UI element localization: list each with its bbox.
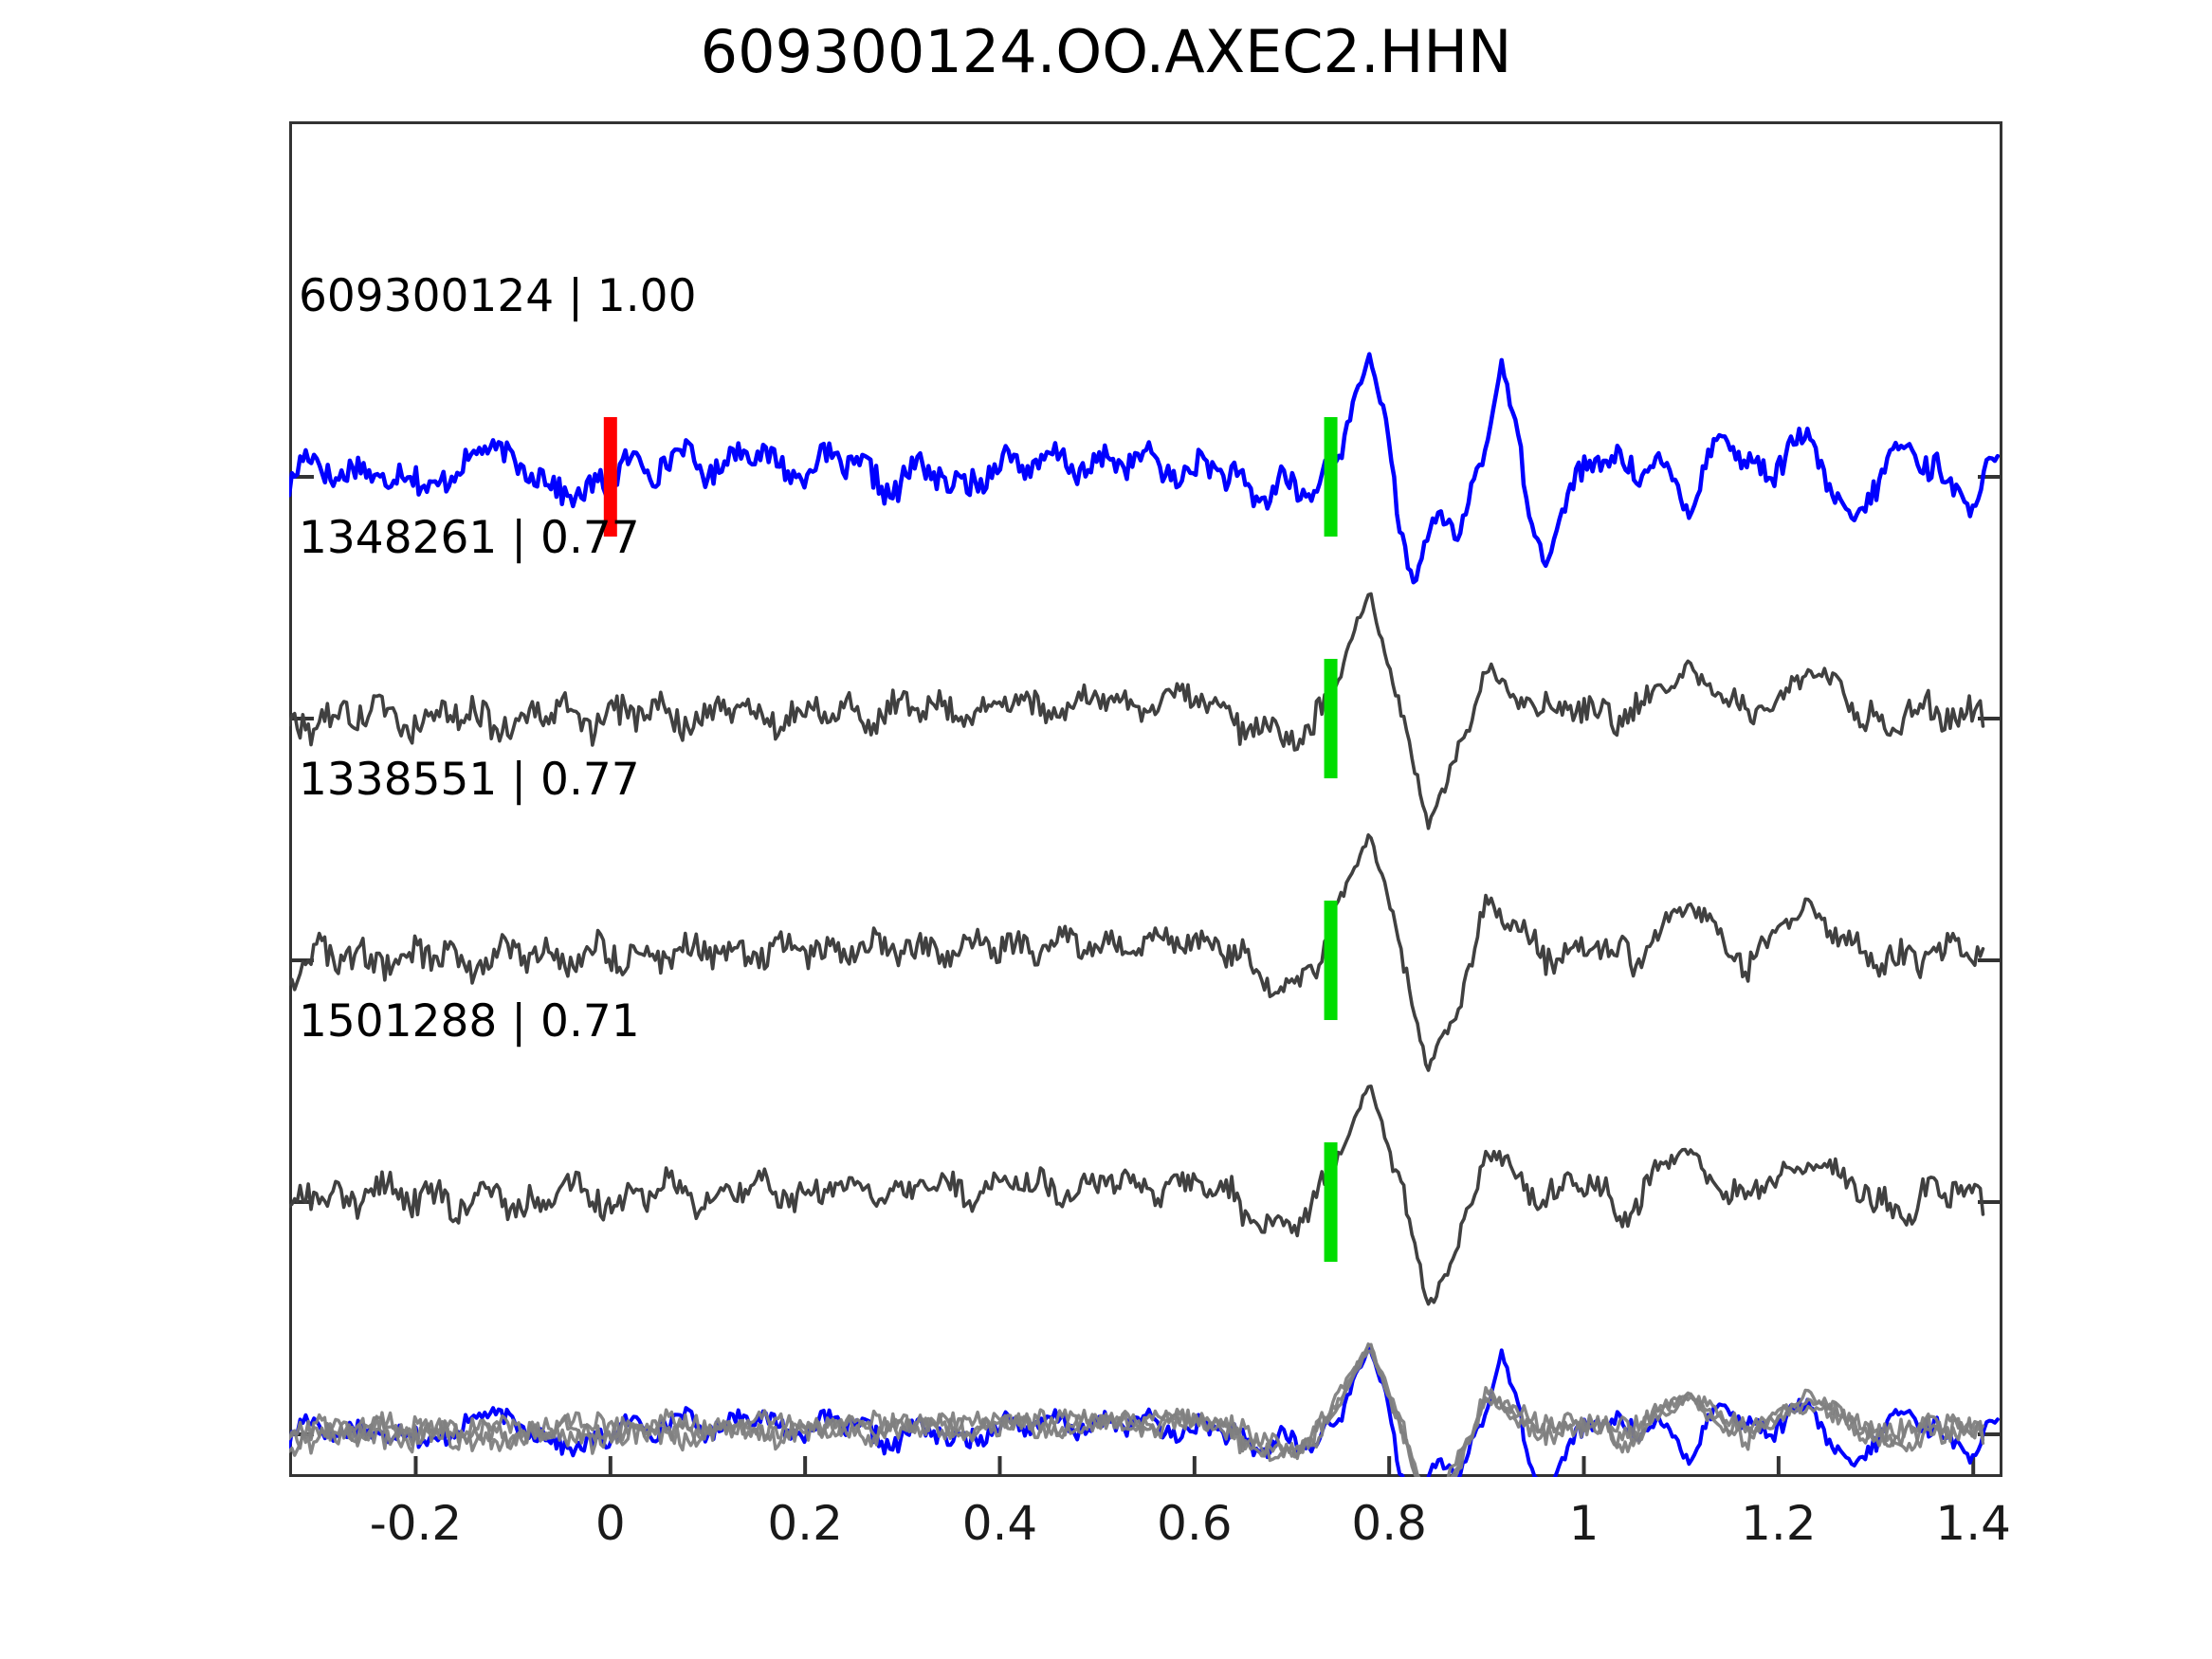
pick-markers <box>603 417 1338 1262</box>
trace-label-1338551: 1338551 | 0.77 <box>299 754 640 806</box>
trace-1348261 <box>289 592 1985 830</box>
x-tick-label-0: 0 <box>594 1496 626 1551</box>
overlay-trace-1501288 <box>289 1349 1985 1477</box>
x-tick-label--0.2: -0.2 <box>369 1496 463 1551</box>
x-tick-label-1: 1 <box>1568 1496 1600 1551</box>
trace-label-1501288: 1501288 | 0.71 <box>299 995 640 1048</box>
x-tick-label-0.2: 0.2 <box>767 1496 843 1551</box>
x-tick-label-0.6: 0.6 <box>1157 1496 1233 1551</box>
page-title: 609300124.OO.AXEC2.HHN <box>700 17 1512 86</box>
plot-area: 609300124 | 1.00 1348261 | 0.77 1338551 … <box>289 121 2002 1477</box>
trace-1338551 <box>289 832 1985 1072</box>
baseline-ticks <box>289 475 2002 1436</box>
x-tick-label-0.4: 0.4 <box>961 1496 1038 1551</box>
trace-lines <box>289 352 2001 1477</box>
trace-label-1348261: 1348261 | 0.77 <box>299 512 640 564</box>
x-tick-label-0.8: 0.8 <box>1351 1496 1427 1551</box>
trace-label-609300124: 609300124 | 1.00 <box>299 270 697 322</box>
x-tick-label-1.4: 1.4 <box>1935 1496 2011 1551</box>
plot-frame <box>289 121 2002 1477</box>
overlay-trace-609300124 <box>289 1343 2000 1477</box>
waveform-plot <box>289 121 2002 1477</box>
trace-1501288 <box>289 1085 1985 1306</box>
trace-609300124 <box>289 352 2001 585</box>
x-tick-label-1.2: 1.2 <box>1741 1496 1817 1551</box>
x-axis-ticks <box>413 1456 1976 1477</box>
